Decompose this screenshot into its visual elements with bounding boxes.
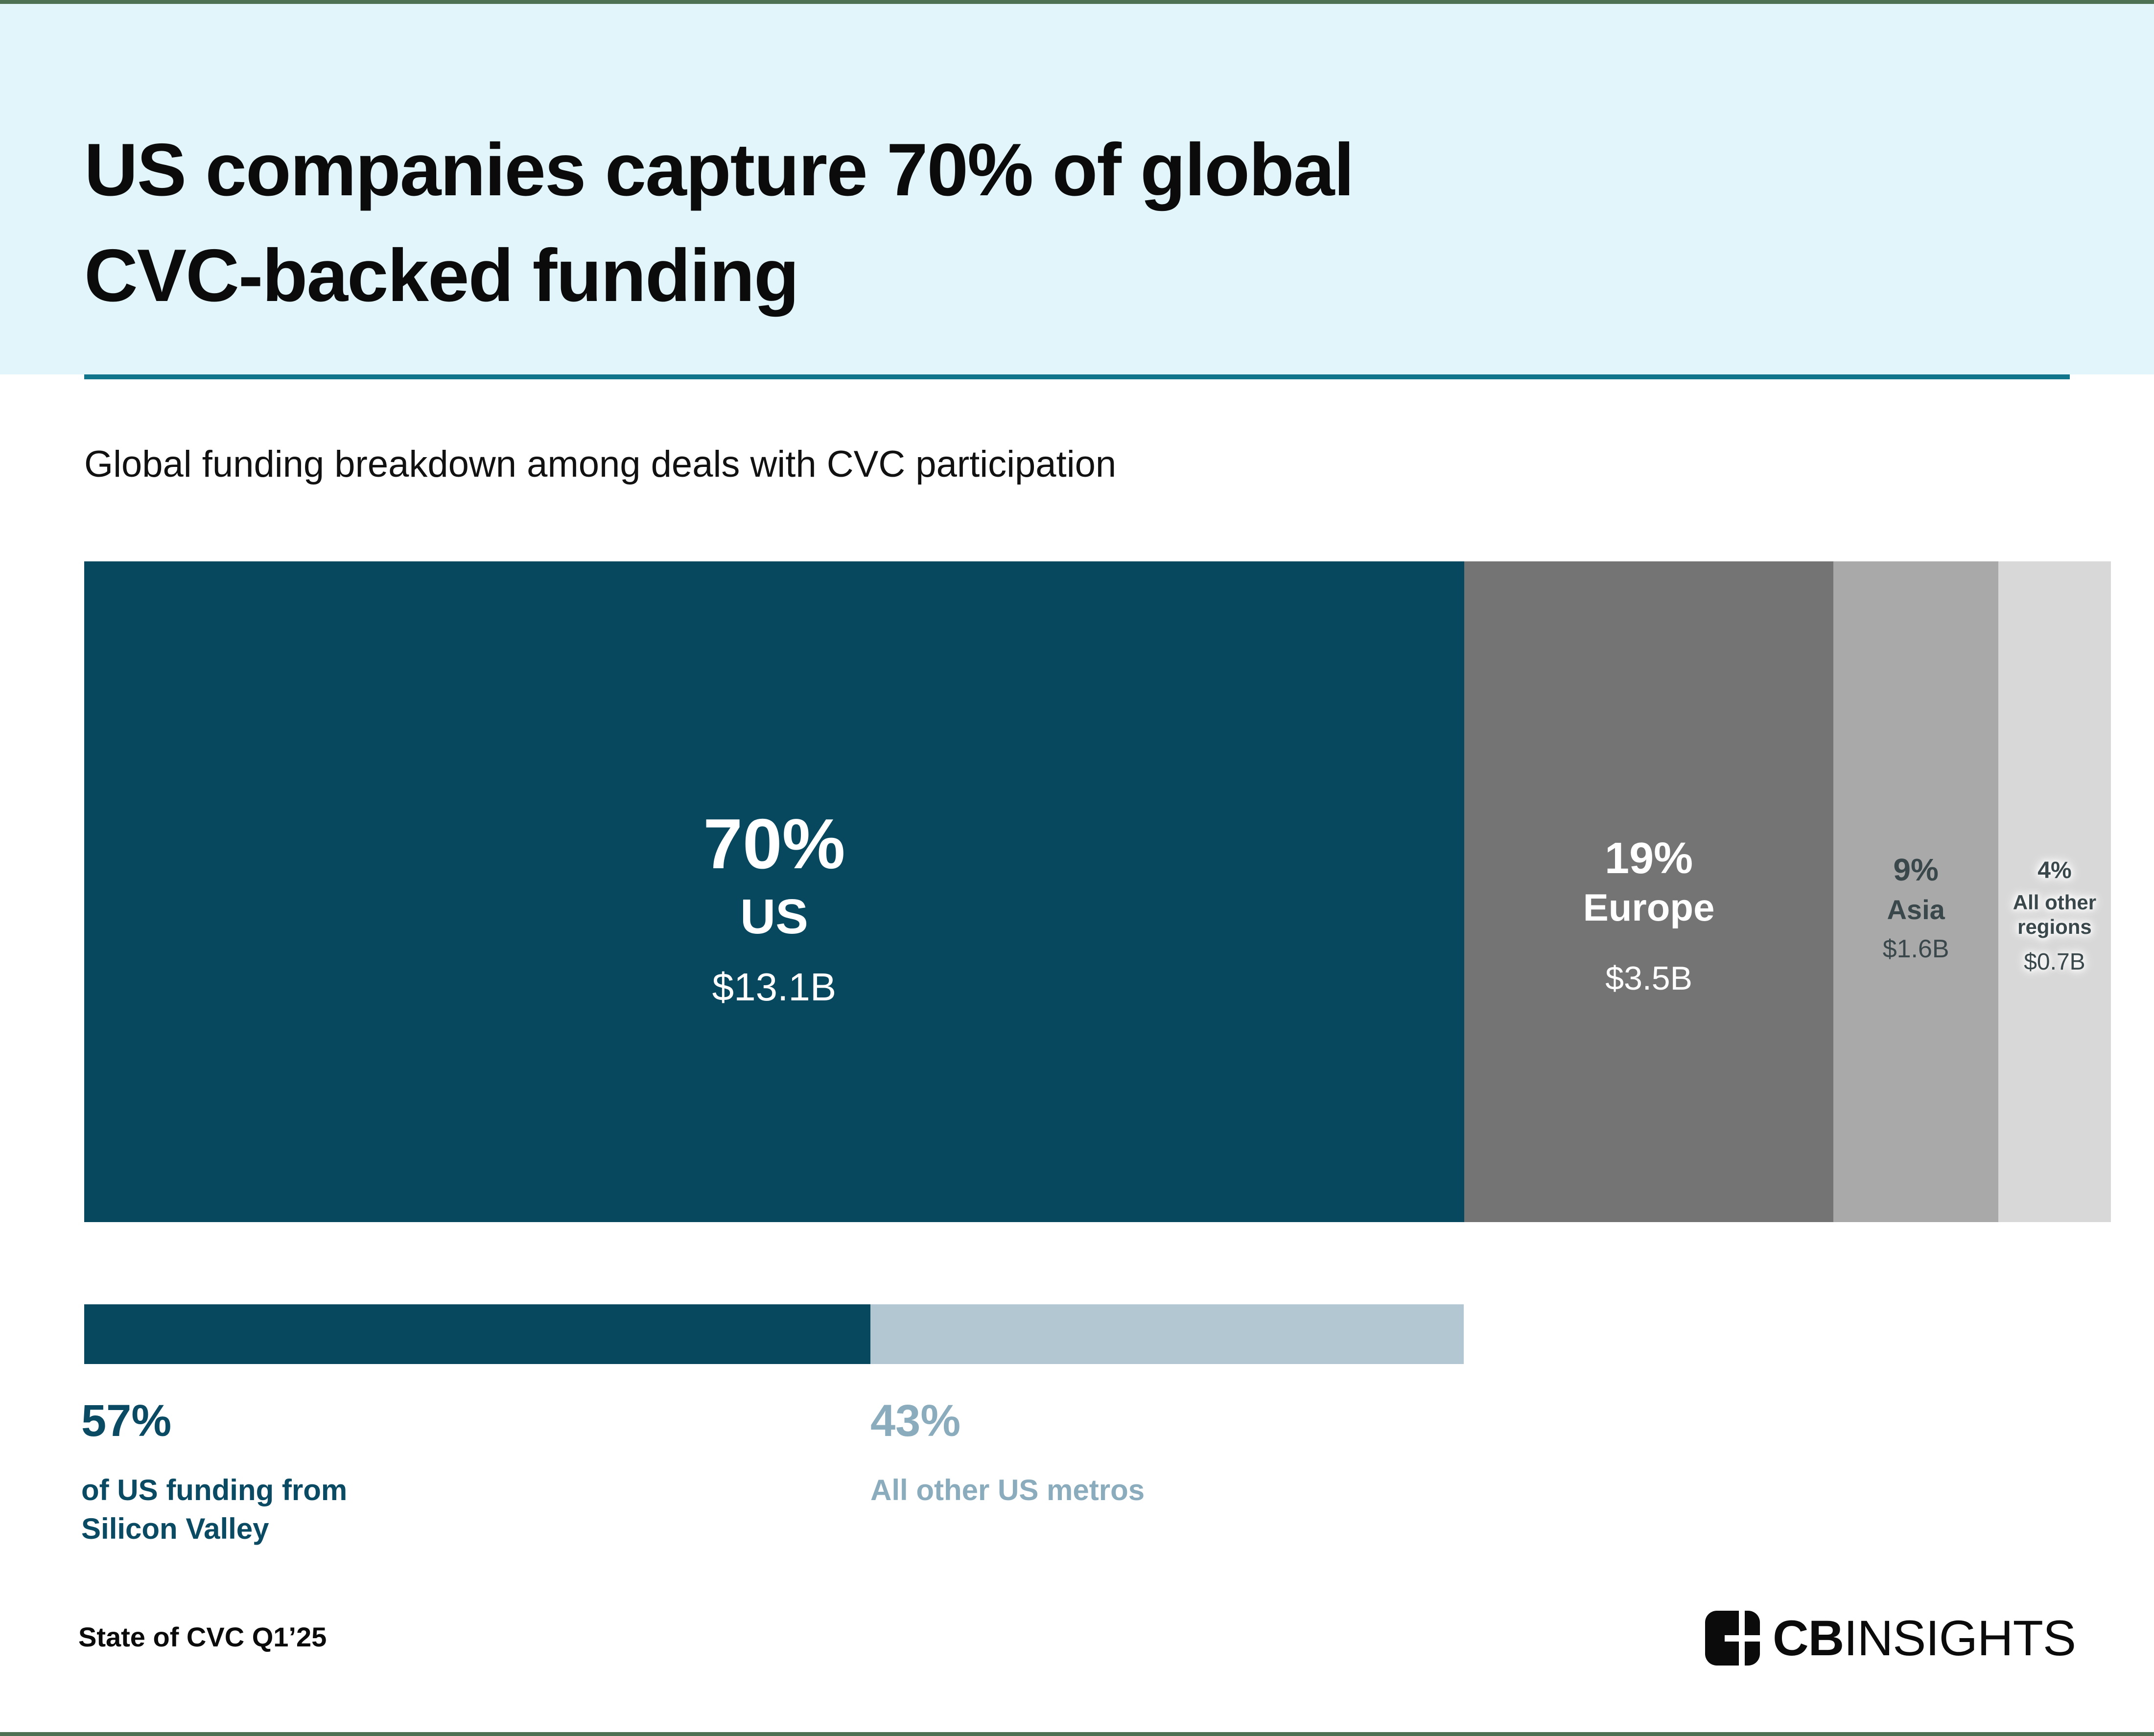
- cbinsights-wordmark: CBINSIGHTS: [1773, 1613, 2076, 1663]
- wordmark-insights: INSIGHTS: [1844, 1610, 2076, 1666]
- other-percent-label: 4%: [2037, 857, 2072, 883]
- bar-segment-us: 70% US $13.1B: [84, 561, 1464, 1222]
- header-divider-rule: [84, 374, 2070, 379]
- europe-amount-label: $3.5B: [1605, 960, 1692, 997]
- other-metros-caption: All other US metros: [870, 1474, 1145, 1506]
- europe-region-label: Europe: [1583, 886, 1715, 929]
- wordmark-cb: CB: [1772, 1610, 1844, 1666]
- silicon-valley-caption: of US funding from Silicon Valley: [81, 1474, 348, 1546]
- bottom-edge-strip: [0, 1732, 2154, 1736]
- asia-region-label: Asia: [1887, 894, 1945, 925]
- bar-segment-europe: 19% Europe $3.5B: [1464, 561, 1834, 1222]
- europe-percent-label: 19%: [1605, 834, 1693, 883]
- page-title: US companies capture 70% of global CVC-b…: [84, 128, 1355, 317]
- bar-segment-silicon-valley: [84, 1304, 871, 1364]
- bar-segment-all-other-regions: 4% All other regions $0.7B: [1998, 561, 2111, 1222]
- cbinsights-logo-icon: [1705, 1611, 1760, 1666]
- asia-percent-label: 9%: [1893, 852, 1939, 887]
- header-band: US companies capture 70% of global CVC-b…: [0, 4, 2154, 374]
- global-funding-stacked-bar: 70% US $13.1B 19% Europe $3.5B 9% Asia $…: [84, 561, 2111, 1222]
- us-metro-split-bar: [84, 1304, 1464, 1364]
- asia-amount-label: $1.6B: [1882, 935, 1949, 963]
- other-region-label: All other regions: [2013, 891, 2097, 938]
- bar-segment-other-us-metros: [870, 1304, 1464, 1364]
- silicon-valley-callout: 57% of US funding from Silicon Valley: [81, 1398, 522, 1548]
- chart-subtitle: Global funding breakdown among deals wit…: [84, 443, 1117, 485]
- cbinsights-logo: CBINSIGHTS: [1705, 1609, 2076, 1667]
- other-metros-callout: 43% All other US metros: [870, 1398, 1458, 1509]
- bar-segment-asia: 9% Asia $1.6B: [1833, 561, 1998, 1222]
- logo-icon-horizontal-slot: [1725, 1635, 1760, 1642]
- us-amount-label: $13.1B: [712, 965, 837, 1009]
- us-region-label: US: [740, 889, 808, 944]
- silicon-valley-percent: 57%: [81, 1396, 172, 1446]
- other-amount-label: $0.7B: [2024, 949, 2085, 975]
- us-percent-label: 70%: [703, 804, 845, 883]
- top-edge-strip: [0, 0, 2154, 4]
- other-metros-percent: 43%: [870, 1396, 961, 1446]
- source-note: State of CVC Q1’25: [78, 1621, 327, 1652]
